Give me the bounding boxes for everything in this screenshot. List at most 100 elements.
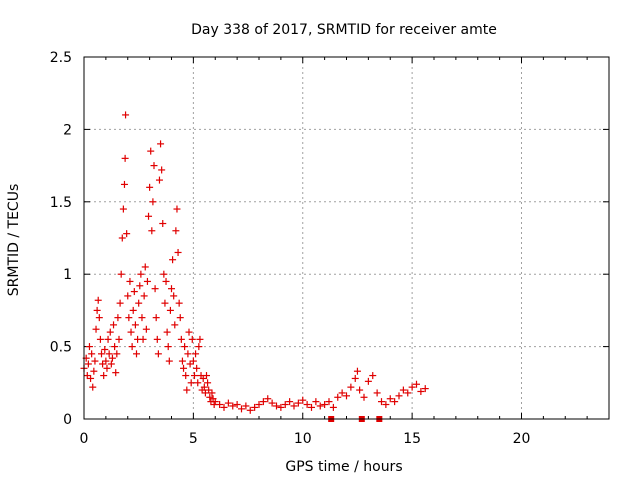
data-point (150, 162, 158, 170)
x-tick-label: 10 (294, 431, 312, 447)
data-point (104, 335, 112, 343)
data-point (172, 227, 180, 235)
data-point (123, 230, 131, 238)
data-point (251, 403, 259, 411)
data-point (142, 325, 150, 333)
data-point (299, 396, 307, 404)
axis-ticks: 0 5 10 15 20 0 0.5 1 1.5 2 2.5 (50, 50, 609, 447)
data-point (124, 292, 132, 300)
data-point (158, 166, 166, 174)
data-point (290, 402, 298, 410)
data-point (94, 296, 102, 304)
data-point (118, 234, 126, 242)
data-point (378, 398, 385, 406)
data-point (185, 328, 193, 336)
data-point (143, 277, 151, 285)
data-point (146, 183, 154, 191)
data-point (190, 372, 198, 380)
data-point (196, 335, 204, 343)
data-point (126, 277, 134, 285)
data-point (220, 403, 228, 411)
data-point (312, 398, 320, 406)
data-point (161, 299, 169, 307)
data-point (347, 383, 355, 391)
data-point (95, 314, 103, 322)
data-point (85, 343, 93, 351)
data-point (130, 288, 138, 296)
data-point (173, 205, 181, 213)
data-point (176, 314, 184, 322)
data-point (127, 328, 135, 336)
y-axis-label: SRMTID / TECUs (6, 184, 22, 297)
data-point (140, 292, 148, 300)
data-point (255, 401, 263, 409)
data-point (182, 372, 190, 380)
data-point (177, 335, 185, 343)
data-point (92, 325, 100, 333)
data-point (360, 393, 368, 401)
data-point (155, 176, 163, 184)
data-point (364, 377, 372, 385)
data-point (203, 372, 210, 380)
data-point (145, 212, 153, 220)
data-point (351, 374, 359, 382)
data-point (391, 398, 399, 406)
data-point (89, 383, 97, 391)
data-point (195, 343, 203, 351)
data-point (353, 367, 361, 375)
data-point (121, 154, 129, 162)
data-point (102, 357, 110, 365)
data-point (91, 357, 99, 365)
data-point (153, 335, 161, 343)
data-point (112, 369, 120, 377)
data-point (193, 364, 201, 372)
data-point (169, 256, 177, 264)
data-point (111, 343, 119, 351)
data-point (277, 403, 285, 411)
data-point (139, 335, 147, 343)
data-point (233, 401, 241, 409)
data-point (149, 198, 157, 206)
data-point (107, 360, 115, 368)
y-tick-label: 2.5 (50, 50, 72, 66)
data-point (113, 350, 121, 358)
data-point (273, 402, 280, 410)
data-point (382, 401, 390, 409)
data-point (184, 350, 192, 358)
data-point (316, 402, 324, 410)
data-point (238, 405, 245, 413)
data-point (163, 328, 171, 336)
data-point (417, 387, 425, 395)
data-point (174, 248, 182, 256)
data-point (229, 402, 237, 410)
data-point (122, 111, 130, 119)
data-point (152, 314, 160, 322)
chart-title: Day 338 of 2017, SRMTID for receiver amt… (191, 22, 497, 38)
data-point (147, 147, 155, 155)
data-point (93, 306, 101, 314)
x-axis-label: GPS time / hours (285, 459, 402, 475)
data-point (137, 270, 145, 278)
data-point (160, 270, 168, 278)
data-point (157, 140, 165, 148)
data-point (194, 379, 202, 387)
data-point (281, 401, 289, 409)
data-point (88, 350, 96, 358)
data-point (294, 399, 302, 407)
data-point (84, 360, 92, 368)
data-point (136, 282, 144, 290)
data-point (286, 398, 294, 406)
data-points (80, 111, 429, 422)
data-point (164, 343, 172, 351)
data-point (116, 299, 124, 307)
y-tick-label: 1.5 (50, 195, 72, 211)
data-point (224, 399, 232, 407)
grid (84, 57, 609, 419)
data-point (321, 401, 329, 409)
data-point (120, 180, 128, 188)
data-point (110, 321, 118, 329)
data-point (159, 220, 167, 228)
data-point (334, 393, 342, 401)
data-point (141, 263, 149, 271)
